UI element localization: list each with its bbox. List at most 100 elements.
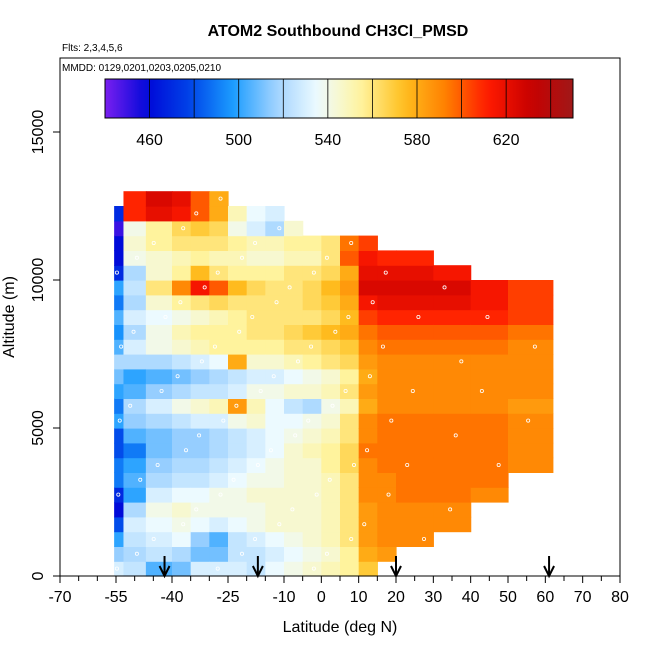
heatmap-cell <box>284 487 304 503</box>
heatmap-cell <box>209 531 229 547</box>
heatmap-cell <box>265 383 285 399</box>
heatmap-cell <box>123 516 147 533</box>
heatmap-cell <box>246 487 266 503</box>
sample-point <box>128 403 133 408</box>
sample-point <box>386 492 391 497</box>
heatmap-cell <box>114 516 125 533</box>
heatmap-cell <box>209 383 229 399</box>
heatmap-cell <box>209 428 229 444</box>
heatmap-cell <box>172 324 192 340</box>
heatmap-cell <box>284 368 304 385</box>
heatmap-cell <box>246 413 266 429</box>
heatmap-cell <box>228 413 248 429</box>
heatmap-cell <box>228 354 248 370</box>
heatmap-cell <box>114 546 125 562</box>
heatmap-cell <box>145 383 173 399</box>
sample-point <box>138 477 143 482</box>
heatmap-cell <box>470 280 509 296</box>
heatmap-cell <box>302 250 322 266</box>
heatmap-cell <box>358 428 378 444</box>
heatmap-cell <box>145 339 173 355</box>
heatmap-cell <box>123 472 147 488</box>
sample-point <box>239 551 244 556</box>
heatmap-cell <box>172 442 192 459</box>
heatmap-cell <box>433 339 472 355</box>
heatmap-cell <box>246 472 266 488</box>
heatmap-cell <box>340 413 360 429</box>
heatmap-cell <box>284 516 304 533</box>
heatmap-cell <box>321 280 341 296</box>
sample-point <box>324 551 329 556</box>
sample-point <box>231 477 236 482</box>
heatmap-cell <box>377 280 397 296</box>
heatmap-cell <box>396 324 434 340</box>
heatmap-cell <box>340 516 360 533</box>
heatmap-cell <box>340 428 360 444</box>
y-tick-label: 5000 <box>30 410 47 446</box>
x-tick-label: 40 <box>462 589 480 606</box>
heatmap-cell <box>340 339 360 355</box>
heatmap-cell <box>114 294 125 311</box>
sample-point <box>212 344 217 349</box>
sample-point <box>383 270 388 275</box>
heatmap-cell <box>358 516 378 533</box>
sample-point <box>351 462 356 467</box>
heatmap-cell <box>433 487 472 503</box>
heatmap-cell <box>172 265 192 281</box>
heatmap-cell <box>190 220 210 237</box>
heatmap-cell <box>396 442 434 459</box>
heatmap-cell <box>377 413 397 429</box>
heatmap-cell <box>114 502 125 518</box>
heatmap-cell <box>284 561 304 577</box>
heatmap-cell <box>396 398 434 414</box>
heatmap-cell <box>265 220 285 237</box>
heatmap-cell <box>246 339 266 355</box>
heatmap-cell <box>470 339 509 355</box>
heatmap-cell <box>209 220 229 237</box>
heatmap-cell <box>358 280 378 296</box>
heatmap-cell <box>172 206 192 222</box>
heatmap-cell <box>321 294 341 311</box>
heatmap-cell <box>508 309 554 325</box>
heatmap-cell <box>145 250 173 266</box>
heatmap-cell <box>265 546 285 562</box>
heatmap-cell <box>246 280 266 296</box>
heatmap-cell <box>246 516 266 533</box>
heatmap-cell <box>284 324 304 340</box>
heatmap-cell <box>396 368 434 385</box>
sample-point <box>114 270 119 275</box>
heatmap-cell <box>284 294 304 311</box>
heatmap-cell <box>114 354 125 370</box>
heatmap-cell <box>145 502 173 518</box>
heatmap-cell <box>265 516 285 533</box>
heatmap-cell <box>321 413 341 429</box>
heatmap-cell <box>190 250 210 266</box>
heatmap-cell <box>246 398 266 414</box>
heatmap-cell <box>123 206 147 222</box>
sample-point <box>442 285 447 290</box>
heatmap-cell <box>190 413 210 429</box>
heatmap-cell <box>209 280 229 296</box>
heatmap-cell <box>508 442 554 459</box>
heatmap-cell <box>246 383 266 399</box>
heatmap-cell <box>190 516 210 533</box>
colorbar-tick-label: 540 <box>315 132 342 149</box>
heatmap-cell <box>340 294 360 311</box>
sample-point <box>293 433 298 438</box>
heatmap-cell <box>340 546 360 562</box>
sample-point <box>116 492 121 497</box>
heatmap-cell <box>172 531 192 547</box>
heatmap-cell <box>377 383 397 399</box>
heatmap-cell <box>265 487 285 503</box>
heatmap-cell <box>228 487 248 503</box>
heatmap-cell <box>114 398 125 414</box>
sample-point <box>532 344 537 349</box>
colorbar-tick-label: 620 <box>493 132 520 149</box>
heatmap-cell <box>377 546 397 562</box>
heatmap-cell <box>123 235 147 251</box>
heatmap-cell <box>123 220 147 237</box>
heatmap-cell <box>172 383 192 399</box>
heatmap-cell <box>209 354 229 370</box>
heatmap-cell <box>172 413 192 429</box>
heatmap-cell <box>396 280 434 296</box>
